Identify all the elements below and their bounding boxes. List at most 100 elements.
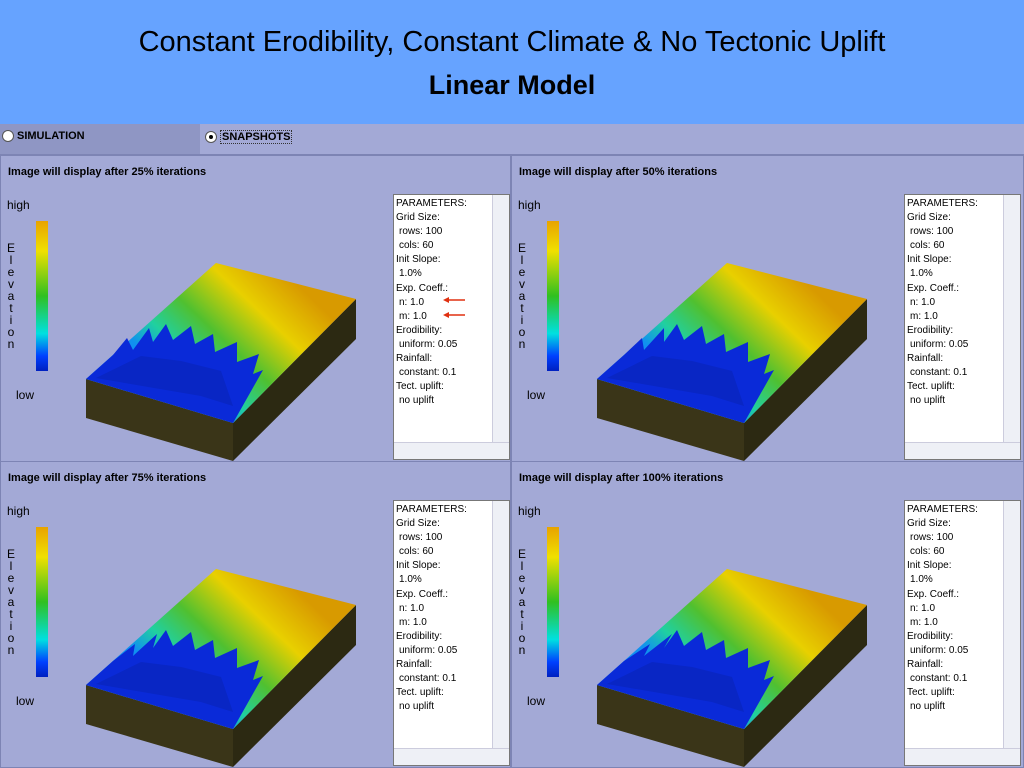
tab[interactable]: SIMULATION (2, 130, 85, 142)
parameter-line: cols: 60 (399, 240, 434, 252)
parameter-line: Erodibility: (907, 324, 954, 336)
parameter-line: PARAMETERS: (907, 504, 978, 515)
parameter-line: rows: 100 (399, 532, 443, 544)
parameter-line: Grid Size: (907, 518, 951, 530)
horizontal-scrollbar[interactable] (394, 442, 509, 459)
horizontal-scrollbar[interactable] (905, 442, 1020, 459)
caption: Image will display after 50% iterations (519, 166, 718, 178)
parameter-line: no uplift (910, 701, 946, 713)
tab-label: SIMULATION (17, 130, 85, 142)
legend-low: low (16, 694, 35, 708)
colorbar (36, 221, 48, 371)
parameter-line: Tect. uplift: (907, 687, 955, 699)
parameter-line: constant: 0.1 (910, 367, 968, 379)
parameters-list: PARAMETERS: Grid Size: rows: 100 cols: 60 In… (396, 197, 467, 408)
parameter-line: constant: 0.1 (910, 673, 968, 685)
parameter-line: cols: 60 (910, 546, 945, 558)
subtitle: Linear Model (428, 70, 596, 100)
horizontal-scrollbar[interactable] (905, 748, 1020, 765)
parameter-line: PARAMETERS: (396, 198, 467, 209)
vertical-scrollbar[interactable] (492, 501, 509, 749)
parameters-box: PARAMETERS: Grid Size: rows: 100 cols: 60 In… (904, 194, 1021, 460)
tab-bar: SIMULATION SNAPSHOTS (0, 124, 1024, 155)
parameters-box: PARAMETERS: Grid Size: rows: 100 cols: 60 In… (904, 500, 1021, 766)
radio[interactable] (205, 131, 217, 143)
vertical-scrollbar[interactable] (492, 195, 509, 443)
legend-axis: Elevation (4, 547, 18, 655)
parameter-line: uniform: 0.05 (910, 338, 969, 350)
terrain-right-side (744, 299, 867, 461)
legend-high: high (518, 504, 541, 518)
caption: Image will display after 25% iterations (8, 166, 207, 178)
parameter-line: Grid Size: (396, 212, 440, 224)
parameter-line: Grid Size: (396, 518, 440, 530)
channel-deep (607, 356, 744, 406)
legend-axis: Elevation (4, 241, 18, 349)
vertical-scrollbar[interactable] (1003, 195, 1020, 443)
annotation-arrows (443, 297, 465, 318)
parameter-line: rows: 100 (399, 226, 443, 238)
radio[interactable] (2, 130, 14, 142)
parameter-line: Tect. uplift: (396, 381, 444, 393)
channel-deep (607, 662, 744, 712)
terrain (86, 569, 356, 767)
legend-high: high (7, 198, 30, 212)
terrain (86, 263, 356, 461)
parameter-line: Rainfall: (396, 659, 433, 671)
parameter-line: rows: 100 (910, 532, 954, 544)
parameter-line: no uplift (399, 395, 435, 407)
parameter-line: Exp. Coeff.: (907, 282, 960, 294)
parameter-line: Init Slope: (396, 254, 441, 266)
arrow-head (443, 297, 449, 303)
legend-low: low (527, 694, 546, 708)
parameter-line: cols: 60 (910, 240, 945, 252)
parameter-line: Exp. Coeff.: (396, 588, 449, 600)
parameter-line: n: 1.0 (399, 296, 425, 308)
parameter-line: Init Slope: (907, 254, 952, 266)
parameter-line: PARAMETERS: (396, 504, 467, 515)
parameter-line: 1.0% (910, 574, 933, 586)
parameter-line: cols: 60 (399, 546, 434, 558)
terrain-right-side (744, 605, 867, 767)
parameter-line: 1.0% (399, 268, 422, 280)
channel-deep (96, 662, 233, 712)
parameter-line: rows: 100 (910, 226, 954, 238)
parameter-line: n: 1.0 (910, 296, 936, 308)
parameters-list: PARAMETERS: Grid Size: rows: 100 cols: 60 In… (396, 503, 467, 714)
parameter-line: Init Slope: (907, 560, 952, 572)
caption: Image will display after 100% iterations (519, 472, 724, 484)
parameters-box: PARAMETERS: Grid Size: rows: 100 cols: 60 In… (393, 500, 510, 766)
horizontal-scrollbar[interactable] (394, 748, 509, 765)
parameter-line: n: 1.0 (910, 602, 936, 614)
terrain (597, 263, 867, 461)
tab[interactable]: SNAPSHOTS (205, 130, 293, 144)
parameter-line: constant: 0.1 (399, 673, 457, 685)
parameter-line: 1.0% (399, 574, 422, 586)
legend-axis: Elevation (515, 547, 529, 655)
parameter-line: Init Slope: (396, 560, 441, 572)
legend-axis: Elevation (515, 241, 529, 349)
parameters-list: PARAMETERS: Grid Size: rows: 100 cols: 60 In… (907, 197, 978, 408)
legend-high: high (7, 504, 30, 518)
parameter-line: no uplift (910, 395, 946, 407)
terrain (597, 569, 867, 767)
panel: Image will display after 50% iterations h… (511, 155, 1024, 462)
parameter-line: Erodibility: (396, 630, 443, 642)
caption: Image will display after 75% iterations (8, 472, 207, 484)
parameter-line: m: 1.0 (399, 310, 427, 322)
parameter-line: no uplift (399, 701, 435, 713)
parameter-line: uniform: 0.05 (399, 644, 458, 656)
arrow-head (443, 312, 449, 318)
parameter-line: Rainfall: (396, 353, 433, 365)
parameter-line: Exp. Coeff.: (907, 588, 960, 600)
parameter-line: Erodibility: (907, 630, 954, 642)
panel: Image will display after 75% iterations h… (0, 461, 511, 768)
colorbar (547, 221, 559, 371)
legend-low: low (527, 388, 546, 402)
vertical-scrollbar[interactable] (1003, 501, 1020, 749)
terrain-right-side (233, 299, 356, 461)
slide-header: Constant Erodibility, Constant Climate &… (0, 0, 1024, 124)
terrain-right-side (233, 605, 356, 767)
parameter-line: Tect. uplift: (907, 381, 955, 393)
